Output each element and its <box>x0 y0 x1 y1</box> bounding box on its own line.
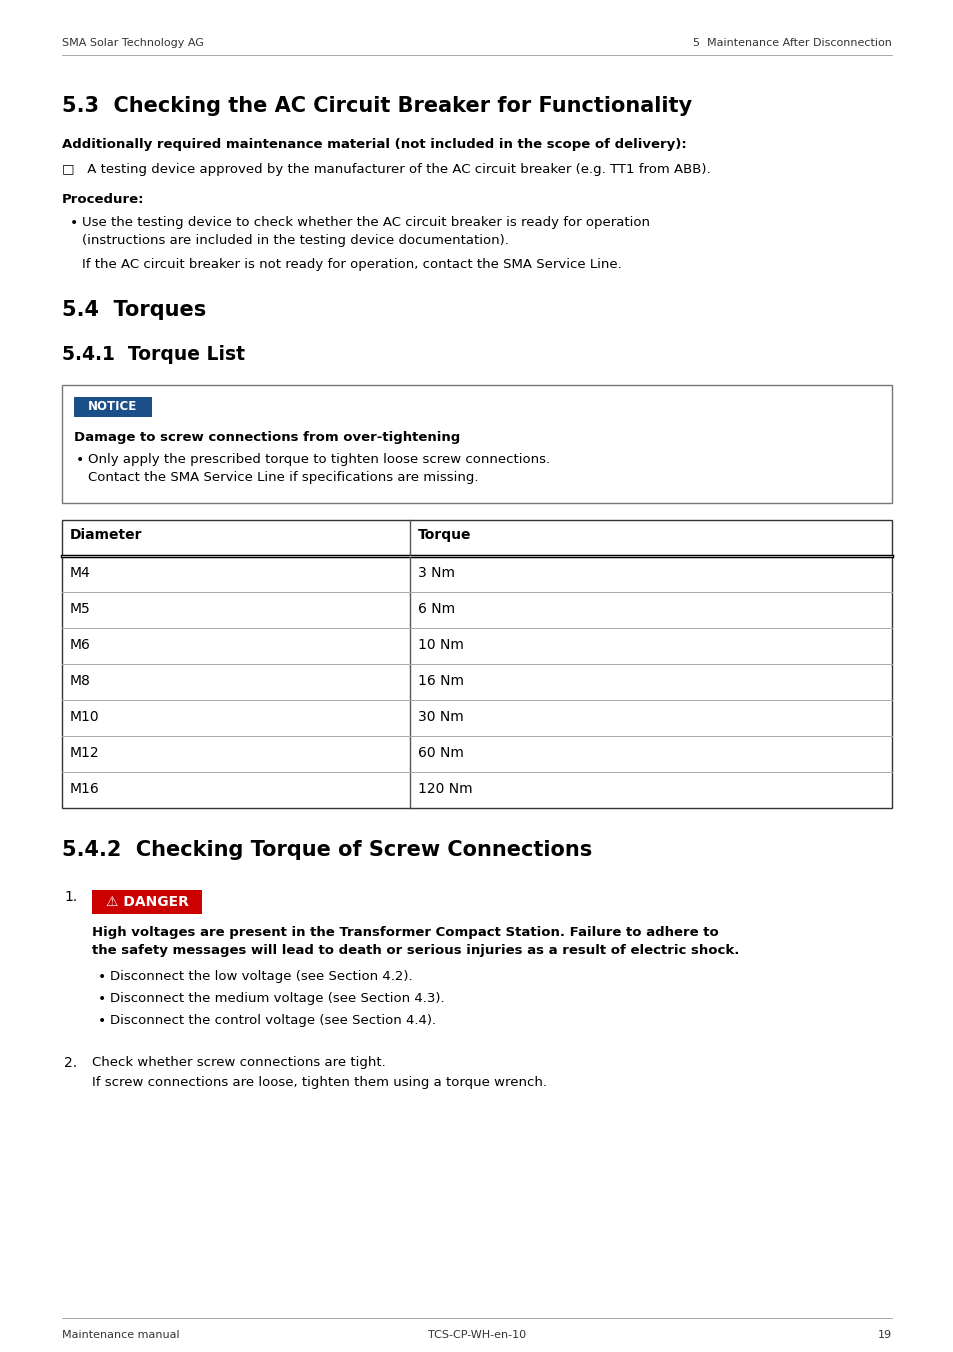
Text: the safety messages will lead to death or serious injuries as a result of electr: the safety messages will lead to death o… <box>91 944 739 957</box>
Text: 2.: 2. <box>64 1056 77 1069</box>
Bar <box>91 890 202 914</box>
Text: SMA Solar Technology AG: SMA Solar Technology AG <box>62 38 204 49</box>
Text: 30 Nm: 30 Nm <box>417 710 463 725</box>
Bar <box>62 521 891 808</box>
Text: Torque: Torque <box>417 529 471 542</box>
Text: Disconnect the medium voltage (see Section 4.3).: Disconnect the medium voltage (see Secti… <box>110 992 444 1005</box>
Text: 5.4.2  Checking Torque of Screw Connections: 5.4.2 Checking Torque of Screw Connectio… <box>62 840 592 860</box>
Text: 19: 19 <box>877 1330 891 1340</box>
Text: 16 Nm: 16 Nm <box>417 675 463 688</box>
Text: If screw connections are loose, tighten them using a torque wrench.: If screw connections are loose, tighten … <box>91 1076 546 1088</box>
Text: •: • <box>76 453 84 466</box>
Text: 10 Nm: 10 Nm <box>417 638 463 652</box>
Text: M5: M5 <box>70 602 91 617</box>
Text: M10: M10 <box>70 710 99 725</box>
Text: 6 Nm: 6 Nm <box>417 602 455 617</box>
Text: •: • <box>98 1014 106 1028</box>
Text: 5  Maintenance After Disconnection: 5 Maintenance After Disconnection <box>693 38 891 49</box>
Text: (instructions are included in the testing device documentation).: (instructions are included in the testin… <box>82 234 508 247</box>
Text: Only apply the prescribed torque to tighten loose screw connections.: Only apply the prescribed torque to tigh… <box>88 453 550 466</box>
Text: Contact the SMA Service Line if specifications are missing.: Contact the SMA Service Line if specific… <box>88 470 478 484</box>
Text: If the AC circuit breaker is not ready for operation, contact the SMA Service Li: If the AC circuit breaker is not ready f… <box>82 258 621 270</box>
Text: 5.4.1  Torque List: 5.4.1 Torque List <box>62 345 245 364</box>
Text: Procedure:: Procedure: <box>62 193 144 206</box>
Text: 60 Nm: 60 Nm <box>417 746 463 760</box>
Text: Disconnect the control voltage (see Section 4.4).: Disconnect the control voltage (see Sect… <box>110 1014 436 1028</box>
Text: •: • <box>70 216 78 230</box>
Text: 1.: 1. <box>64 890 77 904</box>
Text: 5.3  Checking the AC Circuit Breaker for Functionality: 5.3 Checking the AC Circuit Breaker for … <box>62 96 691 116</box>
Text: □   A testing device approved by the manufacturer of the AC circuit breaker (e.g: □ A testing device approved by the manuf… <box>62 164 710 176</box>
Text: ⚠ DANGER: ⚠ DANGER <box>106 895 189 909</box>
Text: High voltages are present in the Transformer Compact Station. Failure to adhere : High voltages are present in the Transfo… <box>91 926 718 940</box>
Text: Diameter: Diameter <box>70 529 142 542</box>
Text: M6: M6 <box>70 638 91 652</box>
Bar <box>74 397 152 416</box>
Text: Use the testing device to check whether the AC circuit breaker is ready for oper: Use the testing device to check whether … <box>82 216 649 228</box>
Text: •: • <box>98 969 106 984</box>
Text: Damage to screw connections from over-tightening: Damage to screw connections from over-ti… <box>74 431 459 443</box>
Text: 120 Nm: 120 Nm <box>417 781 472 796</box>
Text: 3 Nm: 3 Nm <box>417 566 455 580</box>
Bar <box>62 385 891 503</box>
Text: M4: M4 <box>70 566 91 580</box>
Text: Additionally required maintenance material (not included in the scope of deliver: Additionally required maintenance materi… <box>62 138 686 151</box>
Text: Disconnect the low voltage (see Section 4.2).: Disconnect the low voltage (see Section … <box>110 969 413 983</box>
Text: M8: M8 <box>70 675 91 688</box>
Text: Maintenance manual: Maintenance manual <box>62 1330 179 1340</box>
Text: NOTICE: NOTICE <box>89 400 137 414</box>
Text: M16: M16 <box>70 781 100 796</box>
Text: Check whether screw connections are tight.: Check whether screw connections are tigh… <box>91 1056 385 1069</box>
Text: •: • <box>98 992 106 1006</box>
Text: TCS-CP-WH-en-10: TCS-CP-WH-en-10 <box>428 1330 525 1340</box>
Text: 5.4  Torques: 5.4 Torques <box>62 300 206 320</box>
Text: M12: M12 <box>70 746 99 760</box>
